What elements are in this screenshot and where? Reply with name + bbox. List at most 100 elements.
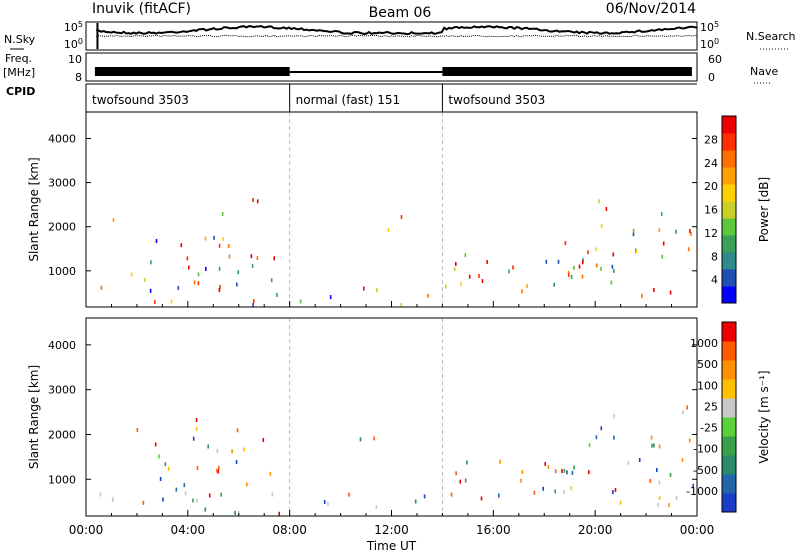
power-panel	[85, 111, 698, 308]
data-cell-67	[612, 490, 614, 495]
data-cell-95	[686, 405, 688, 410]
data-cell-2	[208, 493, 211, 498]
data-cell-60	[445, 284, 447, 289]
nsky-tick-labels: 105 100 105 100	[64, 20, 719, 51]
cbar-tick-1-5: -100	[693, 443, 718, 456]
nsky-series	[95, 25, 698, 36]
cbar-swatch-0-0	[722, 286, 736, 304]
data-cell-46	[553, 282, 555, 287]
data-cell-43	[327, 502, 329, 506]
data-cell-0	[99, 492, 102, 497]
power-panel-frame	[85, 111, 698, 308]
data-cell-14	[188, 265, 190, 270]
data-cell-26	[216, 448, 219, 453]
data-cell-2	[130, 272, 133, 277]
data-cell-21	[235, 460, 238, 465]
data-cell-58	[545, 259, 548, 264]
data-cell-71	[570, 486, 573, 491]
data-cell-85	[658, 444, 661, 449]
data-cell-61	[453, 267, 456, 272]
cbar-tick-0-3: 16	[704, 204, 718, 217]
cbar-swatch-0-7	[722, 167, 736, 185]
data-cell-7	[218, 465, 220, 470]
power-colorbar: 4 8 12 16 20 24 28 Power [dB]	[704, 115, 771, 304]
data-cell-29	[195, 418, 198, 422]
data-cell-90	[566, 470, 568, 475]
data-cell-97	[112, 218, 115, 222]
data-cell-72	[595, 435, 598, 440]
data-cell-12	[218, 266, 221, 271]
axes: 1000 2000 3000 4000 Slant Range [km] 1000 2000…	[27, 132, 714, 553]
data-cell-52	[526, 284, 528, 289]
data-cell-70	[614, 488, 617, 492]
velocity-panel-frame	[85, 317, 698, 517]
data-cell-96	[613, 414, 616, 419]
data-cell-83	[611, 264, 614, 269]
data-cell-25	[227, 244, 230, 249]
data-cell-19	[162, 497, 164, 502]
cbar-swatch-0-2	[722, 252, 736, 270]
cbar-swatch-0-4	[722, 218, 736, 236]
data-cell-80	[653, 288, 655, 292]
data-cell-34	[170, 299, 173, 304]
data-cell-28	[218, 243, 221, 248]
data-cell-89	[578, 264, 581, 269]
data-cell-58	[573, 465, 575, 470]
data-cell-59	[486, 260, 488, 265]
cbar-tick-1-4: -25	[700, 422, 718, 435]
cbar-tick-1-2: 100	[697, 379, 718, 392]
freq-tick-bottom: 8	[75, 71, 82, 84]
cbar-label-1: Velocity [m s⁻¹]	[757, 370, 771, 463]
data-cell-8	[192, 498, 194, 503]
freq-unit-label: [MHz]	[3, 66, 35, 79]
data-cell-32	[213, 235, 215, 240]
data-cell-22	[180, 243, 183, 248]
data-cell-42	[423, 494, 426, 499]
velocity-panel	[85, 317, 698, 517]
station-title: Inuvik (fitACF)	[92, 1, 191, 17]
data-cell-38	[299, 299, 302, 304]
cbar-frame-0	[721, 115, 737, 304]
xtick-label-0: 00:00	[69, 523, 104, 537]
xtick-label-2: 08:00	[272, 523, 307, 537]
cbar-tick-1-0: 1000	[690, 337, 718, 350]
freq-label: Freq.	[5, 52, 32, 65]
data-cell-23	[262, 438, 265, 442]
data-cell-84	[650, 435, 653, 440]
data-cell-50	[460, 282, 462, 287]
data-cell-85	[635, 249, 638, 254]
data-cell-18	[197, 272, 200, 277]
p0-ytick-3: 4000	[48, 132, 76, 145]
nave-tick-bottom: 0	[708, 71, 715, 84]
cbar-tick-0-1: 8	[711, 250, 718, 263]
data-cell-48	[508, 269, 510, 274]
data-cell-93	[600, 426, 603, 431]
data-cell-67	[632, 232, 635, 237]
data-cell-88	[658, 480, 661, 485]
data-cell-84	[669, 290, 672, 295]
data-cell-88	[690, 231, 692, 236]
data-cell-47	[468, 274, 471, 279]
data-cell-89	[619, 500, 622, 505]
data-cell-68	[588, 470, 590, 475]
data-cell-17	[216, 468, 218, 473]
cbar-swatch-1-9	[722, 322, 736, 342]
data-cell-6	[228, 254, 231, 259]
data-cell-43	[329, 295, 332, 300]
data-cell-60	[521, 470, 524, 474]
data-cell-49	[512, 265, 514, 270]
data-cell-53	[521, 289, 523, 294]
data-cell-17	[197, 281, 200, 286]
data-cell-82	[600, 266, 602, 271]
data-cell-20	[150, 260, 152, 265]
p0-ylabel: Slant Range [km]	[27, 157, 41, 261]
data-cell-50	[464, 478, 467, 483]
data-cell-69	[638, 458, 641, 462]
data-cell-63	[466, 460, 468, 465]
data-cell-46	[498, 493, 500, 498]
data-cell-90	[596, 263, 598, 268]
freq-tick-top: 10	[68, 53, 82, 66]
freq-band-twofsound-1	[94, 67, 290, 76]
data-cell-44	[359, 437, 362, 442]
data-cell-56	[464, 253, 467, 258]
